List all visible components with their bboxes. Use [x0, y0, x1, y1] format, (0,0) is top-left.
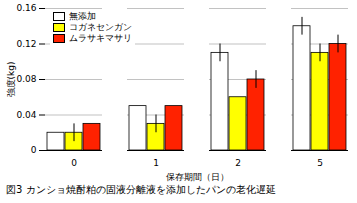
html-text:無添加: 無添加	[69, 11, 96, 21]
html-text:図3 カンショ焼酎粕の固液分離液を添加したパンの老化遅延: 図3 カンショ焼酎粕の固液分離液を添加したパンの老化遅延	[6, 184, 276, 195]
html-text:ムラサキマサリ: ムラサキマサリ	[69, 33, 132, 43]
svg-text:保存期間（日）: 保存期間（日）	[166, 172, 229, 182]
svg-text:0.12: 0.12	[16, 39, 36, 49]
svg-text:5: 5	[317, 158, 323, 168]
svg-text:2: 2	[235, 158, 241, 168]
svg-text:強度(kg): 強度(kg)	[6, 62, 16, 98]
svg-text:0: 0	[31, 145, 37, 155]
svg-text:0.16: 0.16	[16, 3, 36, 13]
svg-text:0: 0	[71, 158, 77, 168]
svg-text:1: 1	[153, 158, 159, 168]
svg-text:0.08: 0.08	[16, 74, 36, 84]
svg-text:0.04: 0.04	[16, 110, 36, 120]
html-text:コガネセンガン: コガネセンガン	[69, 22, 132, 32]
